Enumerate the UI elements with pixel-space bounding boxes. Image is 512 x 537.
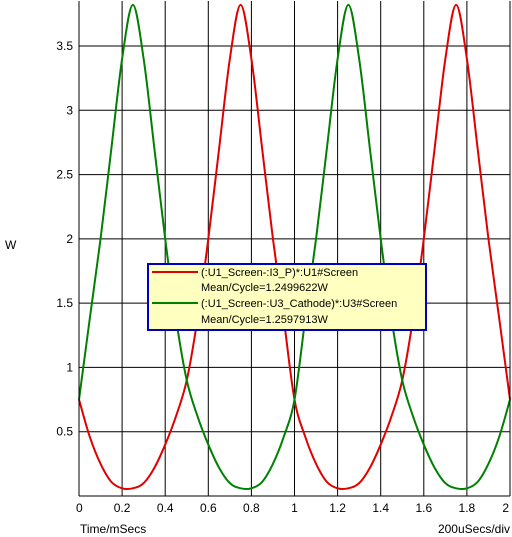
x-tick-label: 1.6 — [415, 501, 432, 515]
x-tick-label: 2 — [502, 501, 509, 515]
x-tick-label: 1.4 — [372, 501, 389, 515]
legend: (:U1_Screen-:I3_P)*:U1#Screen Mean/Cycle… — [147, 263, 427, 331]
x-tick-label: 1.2 — [329, 501, 346, 515]
legend-entry-1-mean: Mean/Cycle=1.2499622W — [201, 282, 328, 294]
x-axis-label: Time/mSecs — [80, 522, 146, 536]
grid — [79, 1, 510, 496]
y-tick-label: 0.5 — [56, 425, 73, 439]
x-tick-label: 0.4 — [157, 501, 174, 515]
y-tick-label: 2 — [66, 232, 73, 246]
y-axis-label: W — [5, 238, 17, 252]
y-tick-labels: 0.5 1 1.5 2 2.5 3 3.5 — [56, 39, 73, 439]
x-scale-note: 200uSecs/div — [438, 522, 510, 536]
legend-entry-2-name: (:U1_Screen-:U3_Cathode)*:U3#Screen — [201, 298, 397, 310]
series-layer — [78, 3, 511, 491]
x-tick-label: 0.8 — [243, 501, 260, 515]
y-tick-label: 1.5 — [56, 296, 73, 310]
y-tick-label: 3.5 — [56, 39, 73, 53]
legend-entry-2-mean: Mean/Cycle=1.2597913W — [201, 314, 328, 326]
x-tick-label: 1.8 — [459, 501, 476, 515]
y-tick-label: 2.5 — [56, 168, 73, 182]
x-tick-label: 0.2 — [114, 501, 131, 515]
legend-entry-1-name: (:U1_Screen-:I3_P)*:U1#Screen — [201, 267, 358, 279]
x-tick-labels: 0 0.2 0.4 0.6 0.8 1 1.2 1.4 1.6 1.8 2 — [76, 501, 509, 515]
y-tick-label: 3 — [66, 103, 73, 117]
y-tick-label: 1 — [66, 360, 73, 374]
series-green-line — [78, 3, 511, 491]
x-tick-label: 0 — [76, 501, 83, 515]
legend-box — [147, 263, 427, 331]
x-tick-label: 0.6 — [200, 501, 217, 515]
plot-frame — [78, 1, 511, 497]
x-tick-label: 1 — [291, 501, 298, 515]
